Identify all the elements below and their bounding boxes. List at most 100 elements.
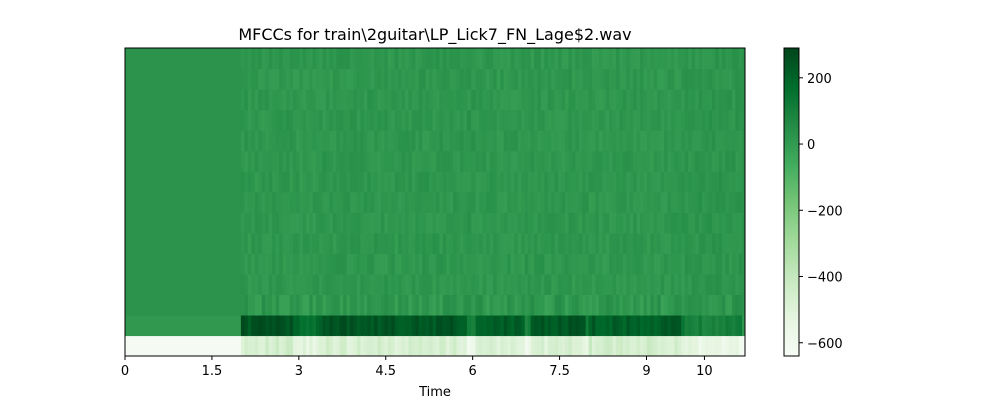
heatmap-cell (456, 68, 461, 90)
heatmap-cell (691, 314, 696, 337)
heatmap-cell (247, 109, 252, 131)
heatmap-cell (514, 109, 519, 131)
heatmap-cell (612, 68, 617, 90)
heatmap-cell (466, 171, 472, 193)
heatmap-cell (616, 212, 621, 234)
heatmap-cell (309, 89, 314, 111)
heatmap-cell (380, 130, 386, 152)
heatmap-cell (398, 150, 403, 172)
heatmap-cell (496, 314, 501, 337)
heatmap-cell (712, 150, 716, 172)
heatmap-cell (732, 130, 737, 152)
heatmap-cell (646, 150, 651, 172)
heatmap-cell (268, 89, 273, 111)
heatmap-cell (582, 191, 587, 213)
heatmap-cell (521, 273, 526, 295)
heatmap-cell (377, 273, 382, 295)
heatmap-cell (446, 335, 451, 356)
heatmap-cell (429, 335, 434, 356)
heatmap-cell (367, 68, 372, 90)
heatmap-cell (582, 150, 587, 172)
heatmap-cell (384, 130, 389, 152)
heatmap-cell (377, 191, 382, 213)
heatmap-cell (408, 68, 413, 90)
heatmap-cell (475, 171, 480, 193)
heatmap-cell (254, 191, 259, 213)
heatmap-cell (312, 150, 317, 172)
heatmap-cell (293, 273, 297, 295)
heatmap-cell (640, 191, 645, 213)
heatmap-cell (571, 171, 576, 193)
heatmap-cell (626, 48, 631, 70)
heatmap-cell (286, 150, 291, 172)
heatmap-cell (688, 89, 693, 111)
heatmap-cell (653, 48, 658, 70)
heatmap-cell (738, 109, 743, 131)
heatmap-cell (650, 273, 655, 295)
heatmap-cell (244, 253, 249, 275)
heatmap-cell (482, 314, 487, 337)
heatmap-cell (664, 273, 669, 295)
heatmap-cell (459, 109, 465, 131)
heatmap-cell (408, 212, 413, 234)
heatmap-cell (742, 109, 745, 131)
heatmap-cell (667, 150, 672, 172)
heatmap-cell (664, 335, 669, 356)
heatmap-cell (346, 68, 351, 90)
heatmap-cell (479, 191, 484, 213)
heatmap-cell (598, 130, 603, 152)
heatmap-cell (722, 48, 726, 70)
heatmap-cell (251, 232, 256, 254)
heatmap-cell (319, 294, 324, 316)
heatmap-cell (282, 253, 287, 275)
heatmap-cell (411, 48, 416, 70)
heatmap-cell (258, 130, 263, 152)
heatmap-cell (691, 150, 696, 172)
heatmap-cell (456, 89, 461, 111)
heatmap-cell (609, 212, 614, 234)
heatmap-cell (708, 68, 713, 90)
heatmap-cell (489, 253, 494, 275)
heatmap-cell (657, 232, 662, 254)
heatmap-cell (405, 273, 410, 295)
chart-title: MFCCs for train\2guitar\LP_Lick7_FN_Lage… (238, 25, 631, 45)
heatmap-cell (418, 232, 423, 254)
heatmap-cell (306, 130, 310, 152)
heatmap-cell (439, 294, 444, 316)
heatmap-cell (554, 130, 559, 152)
heatmap-cell (446, 109, 451, 131)
heatmap-cell (701, 171, 706, 193)
heatmap-cell (688, 171, 693, 193)
heatmap-cell (377, 232, 382, 254)
heatmap-cell (684, 273, 689, 295)
heatmap-cell (718, 294, 723, 316)
heatmap-cell (346, 150, 351, 172)
heatmap-cell (471, 232, 477, 254)
heatmap-cell (353, 253, 358, 275)
heatmap-cell (459, 273, 465, 295)
heatmap-cell (646, 68, 651, 90)
heatmap-cell (695, 109, 700, 131)
heatmap-cell (688, 109, 693, 131)
heatmap-cell (391, 212, 396, 234)
heatmap-cell (282, 130, 287, 152)
heatmap-cell (544, 48, 549, 70)
heatmap-cell (530, 68, 535, 90)
heatmap-cell (453, 89, 458, 111)
heatmap-cell (332, 314, 337, 337)
heatmap-cell (722, 212, 726, 234)
heatmap-cell (677, 191, 682, 213)
heatmap-cell (591, 314, 597, 337)
heatmap-cell (728, 212, 733, 234)
heatmap-cell (312, 212, 317, 234)
heatmap-cell (698, 335, 703, 356)
heatmap-cell (578, 335, 583, 356)
heatmap-cell (398, 130, 403, 152)
heatmap-cell (605, 89, 610, 111)
heatmap-cell (517, 150, 522, 172)
heatmap-cell (339, 130, 344, 152)
heatmap-cell (735, 89, 740, 111)
heatmap-cell (125, 314, 242, 337)
heatmap-cell (551, 212, 556, 234)
heatmap-cell (258, 314, 263, 337)
